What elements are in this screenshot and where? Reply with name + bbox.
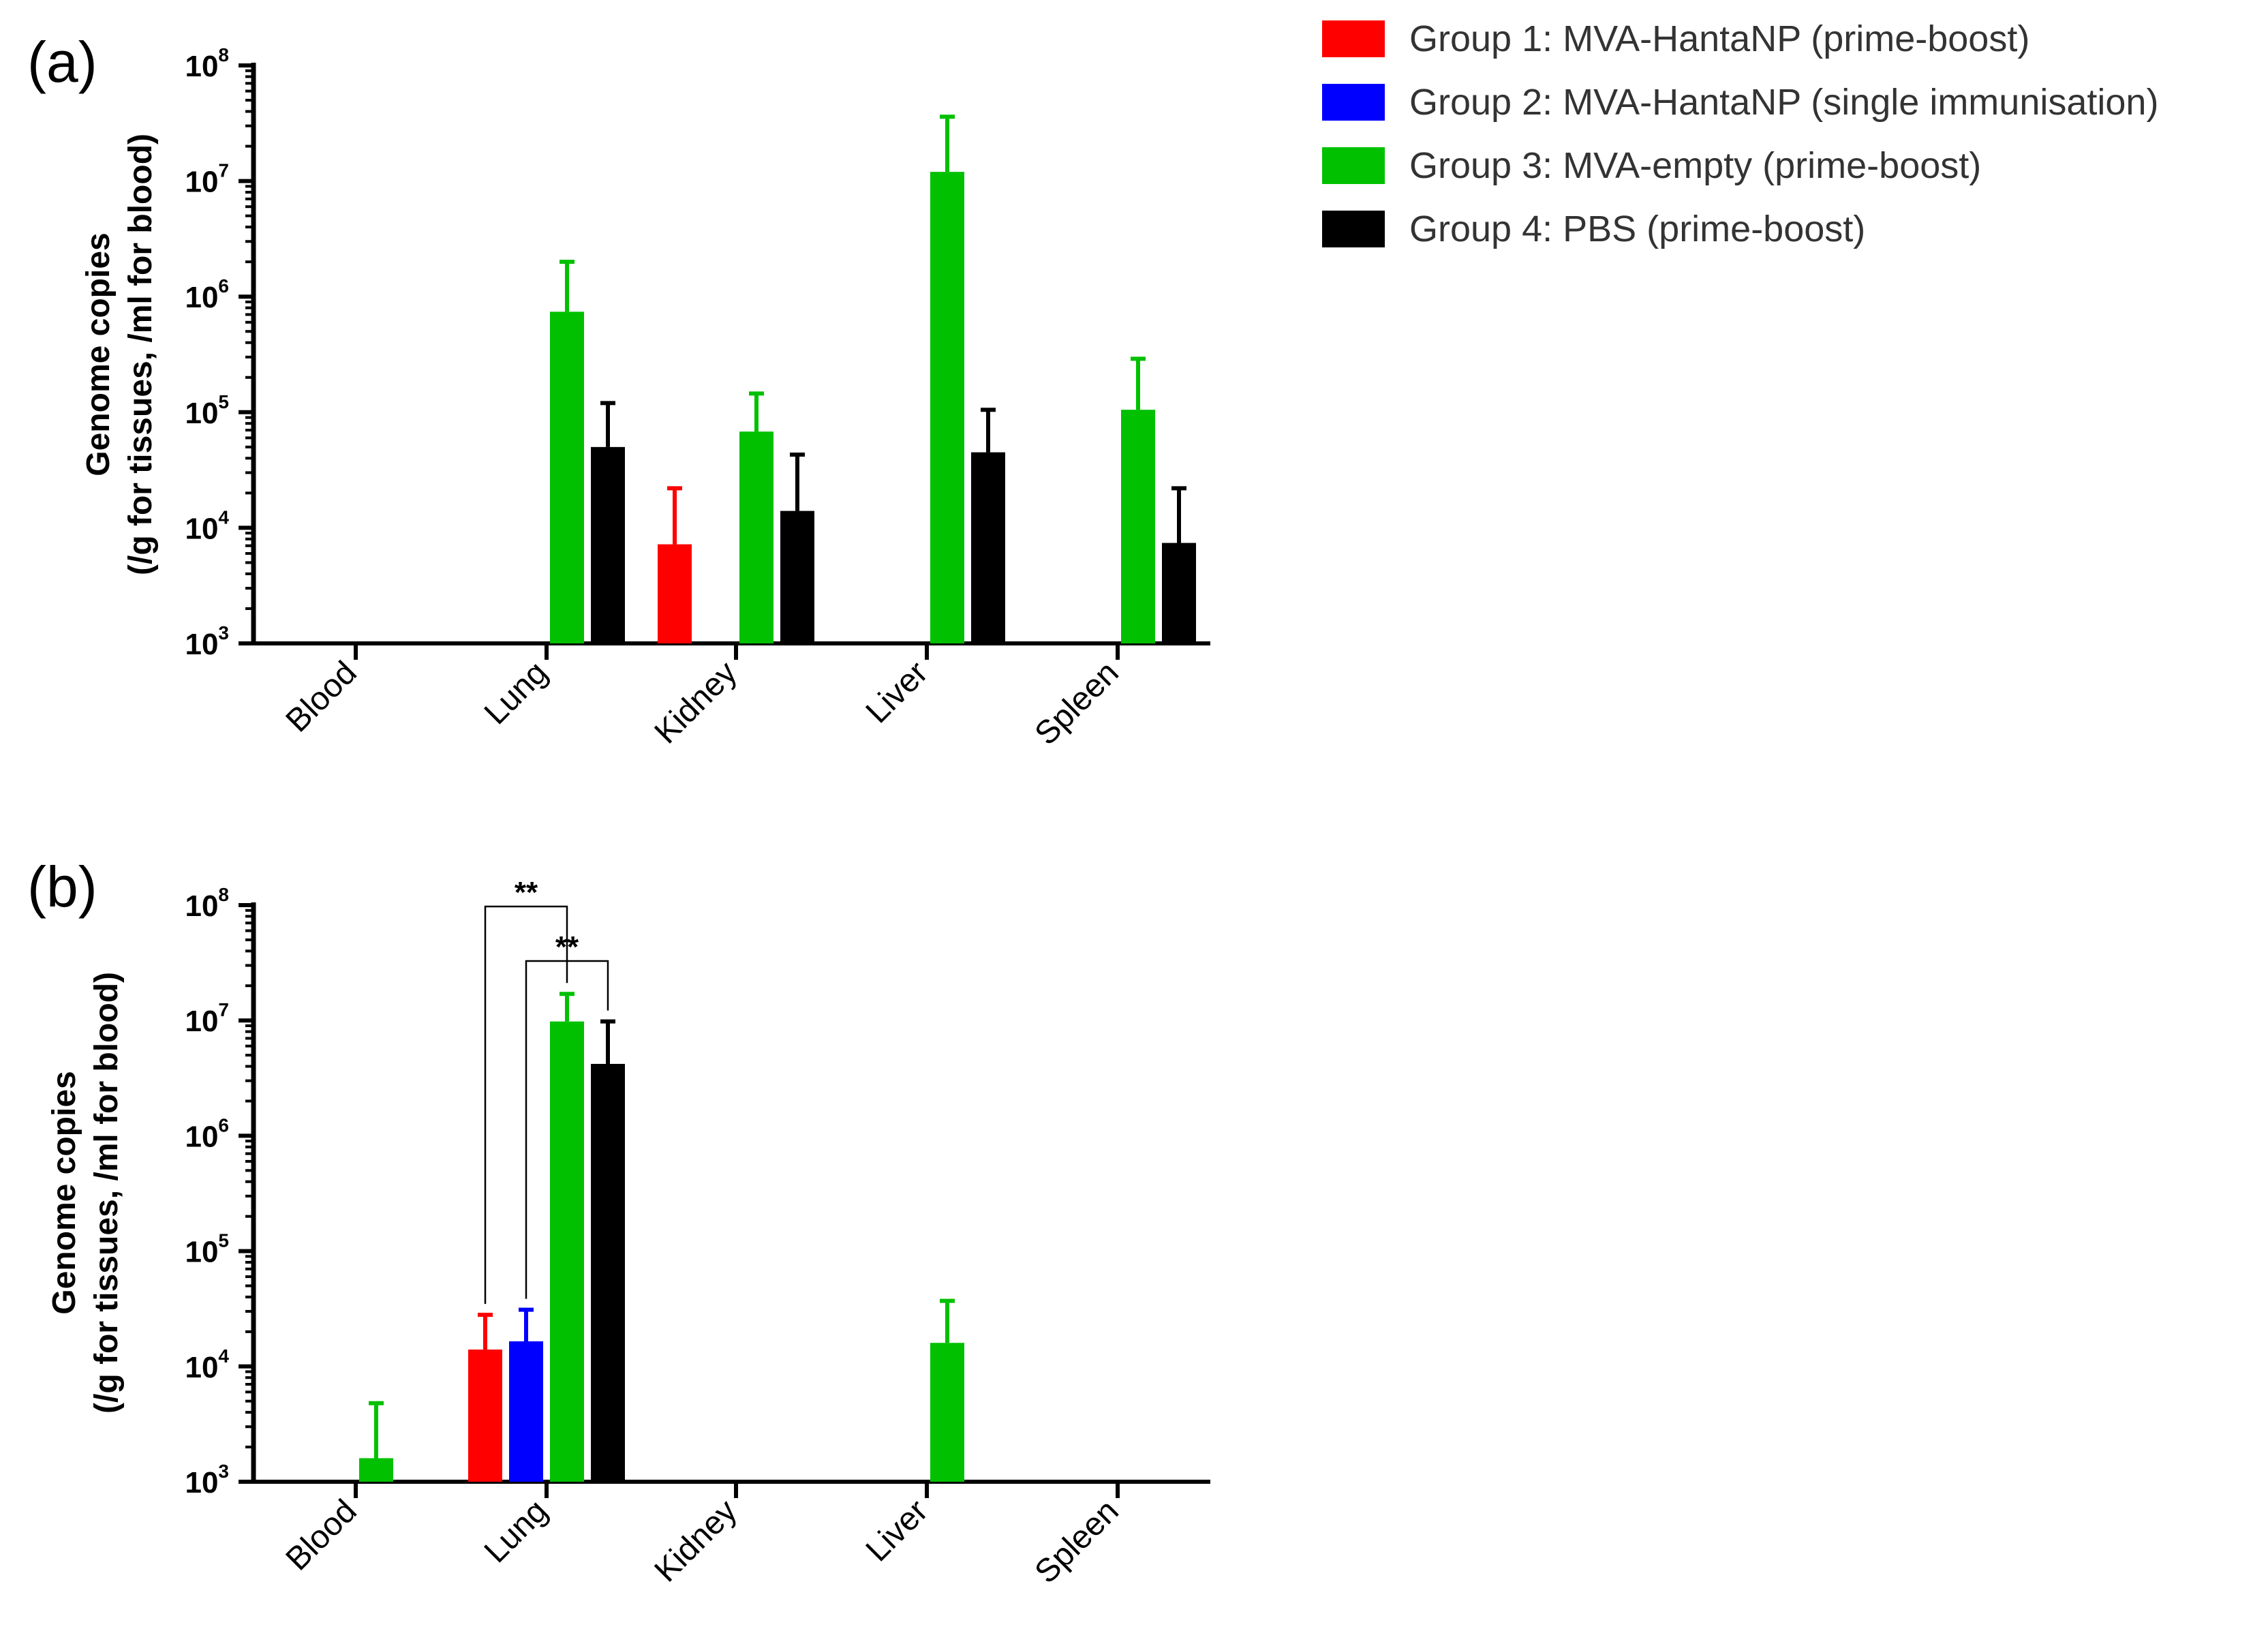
legend-label: Group 1: MVA-HantaNP (prime-boost) bbox=[1409, 18, 2029, 59]
y-tick-label: 108 bbox=[185, 884, 229, 923]
bar bbox=[591, 446, 625, 643]
x-tick-label: Blood bbox=[279, 654, 363, 739]
legend-swatch bbox=[1322, 20, 1385, 57]
y-tick-label: 104 bbox=[185, 506, 229, 545]
x-tick-label: Blood bbox=[279, 1493, 363, 1577]
y-tick-label: 106 bbox=[185, 1114, 229, 1153]
y-tick-label: 106 bbox=[185, 275, 229, 314]
legend-swatch bbox=[1322, 84, 1385, 121]
bar bbox=[550, 311, 584, 643]
x-tick-label: Lung bbox=[478, 1493, 555, 1570]
legend-swatch bbox=[1322, 147, 1385, 184]
x-tick-label: Liver bbox=[859, 1493, 935, 1568]
legend-label: Group 2: MVA-HantaNP (single immunisatio… bbox=[1409, 82, 2158, 123]
bar bbox=[971, 452, 1005, 643]
bar bbox=[930, 1343, 964, 1482]
bar bbox=[1162, 543, 1196, 643]
x-tick-label: Spleen bbox=[1028, 1493, 1126, 1590]
y-tick-label: 105 bbox=[185, 1230, 229, 1269]
y-tick-label: 103 bbox=[185, 1461, 229, 1499]
x-tick-label: Liver bbox=[859, 654, 935, 730]
bar bbox=[739, 431, 773, 643]
y-tick-label: 104 bbox=[185, 1345, 229, 1384]
significance-label: ** bbox=[515, 876, 538, 909]
bar bbox=[591, 1063, 625, 1482]
y-tick-label: 103 bbox=[185, 622, 229, 661]
y-tick-label: 107 bbox=[185, 999, 229, 1038]
x-tick-label: Lung bbox=[478, 654, 555, 731]
panel-label: (b) bbox=[27, 855, 97, 919]
chart-panel-a: (a) Genome copies (/g for tissues, /ml for… bbox=[27, 30, 1210, 752]
y-tick-label: 107 bbox=[185, 160, 229, 199]
bar bbox=[1121, 410, 1155, 643]
bar bbox=[359, 1458, 393, 1482]
legend: Group 1: MVA-HantaNP (prime-boost) Group … bbox=[1322, 18, 2158, 249]
y-axis-subtitle: (/g for tissues, /ml for blood) bbox=[89, 972, 125, 1414]
x-tick-label: Kidney bbox=[648, 654, 744, 750]
x-tick-label: Kidney bbox=[648, 1493, 744, 1589]
bar bbox=[550, 1021, 584, 1482]
chart-panel-b: (b) Genome copies (/g for tissues, /ml for… bbox=[27, 855, 1210, 1590]
bar bbox=[509, 1341, 543, 1482]
legend-swatch bbox=[1322, 211, 1385, 247]
y-tick-label: 105 bbox=[185, 391, 229, 430]
bar bbox=[468, 1350, 502, 1482]
x-tick-label: Spleen bbox=[1028, 654, 1126, 752]
y-axis-title: Genome copies bbox=[80, 232, 117, 476]
bar bbox=[658, 544, 692, 643]
significance-label: ** bbox=[555, 930, 579, 964]
y-axis-title: Genome copies bbox=[46, 1071, 82, 1314]
y-axis-subtitle: (/g for tissues, /ml for blood) bbox=[123, 134, 159, 575]
bar bbox=[930, 172, 964, 643]
significance-bracket bbox=[484, 905, 568, 1305]
legend-label: Group 3: MVA-empty (prime-boost) bbox=[1409, 145, 1981, 186]
bar bbox=[780, 510, 814, 643]
y-tick-label: 108 bbox=[185, 44, 229, 83]
significance-bracket bbox=[525, 960, 609, 1299]
panel-label: (a) bbox=[27, 30, 97, 94]
legend-label: Group 4: PBS (prime-boost) bbox=[1409, 209, 1865, 249]
